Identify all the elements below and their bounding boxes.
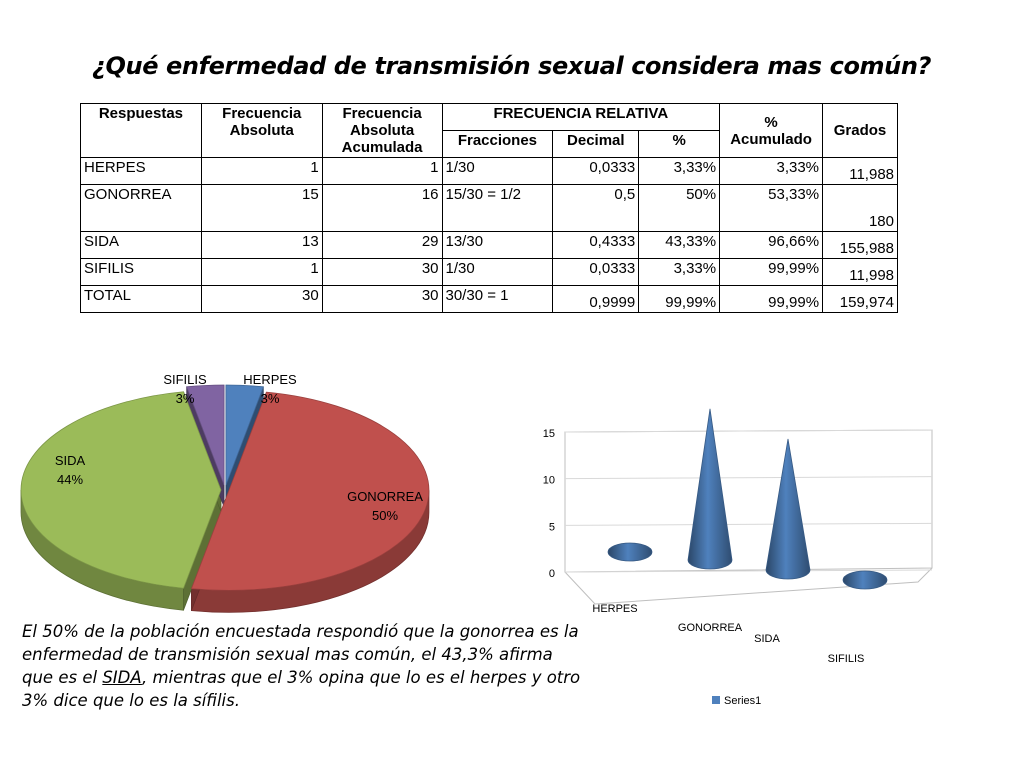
conclusion-text: El 50% de la población encuestada respon… [22, 620, 582, 712]
cell-frecuencia-absoluta: 13 [200, 231, 323, 259]
cell-porcentaje: 99,99% [638, 285, 721, 313]
cone-chart: 0 5 10 15 HERPES GONORREA SIDA SIFILIS Series1 [543, 408, 933, 707]
cell-porcentaje-acumulado: 96,66% [719, 231, 824, 259]
pie-slice-gonorrea [190, 391, 429, 591]
header-porcentaje: % [638, 130, 721, 158]
pie-chart: HERPES 3% GONORREA 50% SIDA 44% SIFILIS 3% [20, 372, 430, 613]
x-category-label: GONORREA [678, 622, 743, 634]
cell-grados: 180 [822, 184, 898, 232]
gridline [564, 522, 933, 526]
conclusion-part2: , mientras que el 3% opina que lo es el … [22, 668, 581, 710]
table-header-row: Respuestas Frecuencia Absoluta Frecuenci… [80, 103, 898, 158]
cell-fraccion: 13/30 [441, 231, 554, 259]
pie-label-percent: 44% [57, 472, 83, 487]
cell-frecuencia-acumulada: 30 [321, 258, 443, 286]
cell-frecuencia-absoluta: 1 [200, 157, 323, 185]
cell-respuesta: GONORREA [80, 184, 202, 232]
cell-grados: 159,974 [822, 285, 898, 313]
cell-frecuencia-acumulada: 1 [321, 157, 443, 185]
side-wall [564, 432, 596, 605]
cell-decimal: 0,0333 [552, 258, 640, 286]
header-frecuencia-absoluta: Frecuencia Absoluta [200, 103, 323, 158]
table-row: SIFILIS 1 30 1/30 0,0333 3,33% 99,99% 11,998 [80, 258, 898, 286]
cell-porcentaje-acumulado: 53,33% [719, 184, 824, 232]
header-frecuencia-relativa: FRECUENCIA RELATIVA [441, 103, 721, 131]
x-category-label: HERPES [592, 603, 637, 615]
cell-fraccion: 15/30 = 1/2 [441, 184, 554, 232]
header-grados: Grados [822, 103, 898, 158]
pie-slice-herpes [225, 384, 264, 486]
pie-label-percent: 3% [261, 391, 280, 406]
cell-decimal: 0,0333 [552, 157, 640, 185]
header-decimal: Decimal [552, 130, 640, 158]
legend-label: Series1 [724, 695, 761, 707]
pie-slice-sifilis [186, 384, 225, 486]
y-tick-label: 5 [549, 521, 555, 533]
page-title: ¿Qué enfermedad de transmisión sexual co… [92, 52, 932, 80]
pie-slice-sida [20, 391, 222, 589]
cell-frecuencia-acumulada: 29 [321, 231, 443, 259]
cone-sida [765, 438, 811, 580]
table-subheader-row: Fracciones Decimal % [81, 130, 898, 158]
header-frecuencia-absoluta-acumulada: Frecuencia Absoluta Acumulada [321, 103, 443, 158]
cell-respuesta: SIDA [80, 231, 202, 259]
gridline [564, 569, 933, 573]
header-respuestas: Respuestas [80, 103, 202, 158]
cell-frecuencia-acumulada: 30 [321, 285, 443, 313]
pie-label-category: HERPES [243, 372, 297, 387]
cell-porcentaje: 43,33% [638, 231, 721, 259]
cell-respuesta: TOTAL [80, 285, 202, 313]
gridline [564, 476, 933, 480]
cell-frecuencia-acumulada: 16 [321, 184, 443, 232]
cell-fraccion: 1/30 [441, 157, 554, 185]
cell-grados: 155,988 [822, 231, 898, 259]
cell-grados: 11,988 [822, 157, 898, 185]
cone-herpes [607, 542, 653, 562]
table-row: SIDA 13 29 13/30 0,4333 43,33% 96,66% 155,988 [80, 231, 898, 259]
x-category-label: SIFILIS [828, 653, 865, 665]
header-porcentaje-acumulado: % Acumulado [719, 103, 824, 158]
frequency-table: Respuestas Frecuencia Absoluta Frecuenci… [80, 103, 898, 313]
table-row: TOTAL 30 30 30/30 = 1 0,9999 99,99% 99,99% 159,… [80, 285, 898, 313]
y-tick-label: 10 [543, 475, 555, 487]
cell-respuesta: SIFILIS [80, 258, 202, 286]
cell-fraccion: 1/30 [441, 258, 554, 286]
pie-label-percent: 50% [372, 508, 398, 523]
cell-porcentaje: 3,33% [638, 258, 721, 286]
pie-label-category: GONORREA [347, 489, 423, 504]
conclusion-emphasis: SIDA [102, 668, 142, 687]
conclusion-part1: El 50% de la población encuestada respon… [22, 622, 579, 687]
legend-swatch [712, 696, 720, 704]
cell-frecuencia-absoluta: 30 [200, 285, 323, 313]
pie-label-percent: 3% [176, 391, 195, 406]
pie-label-category: SIDA [55, 453, 86, 468]
header-fracciones: Fracciones [441, 130, 554, 158]
cell-decimal: 0,9999 [552, 285, 640, 313]
cone-gonorrea [687, 408, 733, 570]
x-category-label: SIDA [754, 633, 780, 645]
cell-decimal: 0,5 [552, 184, 640, 232]
y-tick-label: 15 [543, 428, 555, 440]
cone-sifilis [842, 570, 888, 590]
cell-porcentaje-acumulado: 99,99% [719, 258, 824, 286]
table-row: HERPES 1 1 1/30 0,0333 3,33% 3,33% 11,988 [80, 157, 898, 185]
floor [594, 567, 933, 605]
y-tick-label: 0 [549, 568, 555, 580]
cell-frecuencia-absoluta: 15 [200, 184, 323, 232]
cell-decimal: 0,4333 [552, 231, 640, 259]
cell-porcentaje-acumulado: 99,99% [719, 285, 824, 313]
table-row: GONORREA 15 16 15/30 = 1/2 0,5 50% 53,33% 180 [80, 184, 898, 232]
cell-porcentaje-acumulado: 3,33% [719, 157, 824, 185]
cell-fraccion: 30/30 = 1 [441, 285, 554, 313]
gridline [564, 429, 933, 433]
pie-label-category: SIFILIS [163, 372, 207, 387]
cell-respuesta: HERPES [80, 157, 202, 185]
cell-grados: 11,998 [822, 258, 898, 286]
cell-frecuencia-absoluta: 1 [200, 258, 323, 286]
cell-porcentaje: 50% [638, 184, 721, 232]
cell-porcentaje: 3,33% [638, 157, 721, 185]
